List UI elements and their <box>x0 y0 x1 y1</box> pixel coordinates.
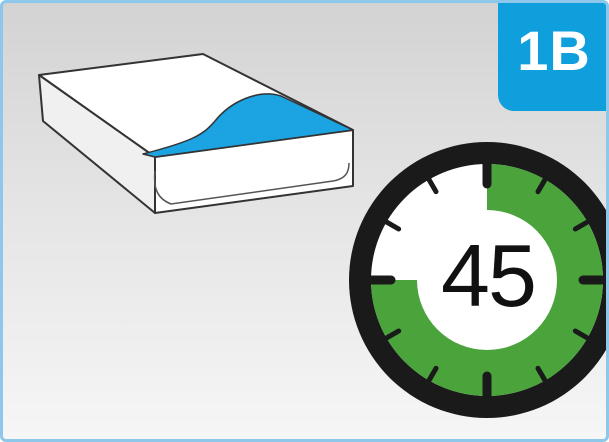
timer-tick <box>377 215 402 232</box>
timer-ticks <box>358 151 606 409</box>
timer-tick <box>535 365 552 390</box>
timer-value: 45 <box>441 226 537 325</box>
timer-tick <box>535 170 552 195</box>
timer-tick <box>422 170 439 195</box>
timer-tick <box>572 215 597 232</box>
step-badge: 1B <box>498 3 606 111</box>
step-badge-label: 1B <box>517 18 591 82</box>
timer-center <box>417 210 557 350</box>
stopwatch-icon <box>349 142 606 418</box>
pad-box-icon <box>38 53 354 214</box>
timer-tick <box>377 328 402 345</box>
timer-tick <box>572 328 597 345</box>
timer-tick <box>422 365 439 390</box>
illustration-layer <box>38 53 606 418</box>
